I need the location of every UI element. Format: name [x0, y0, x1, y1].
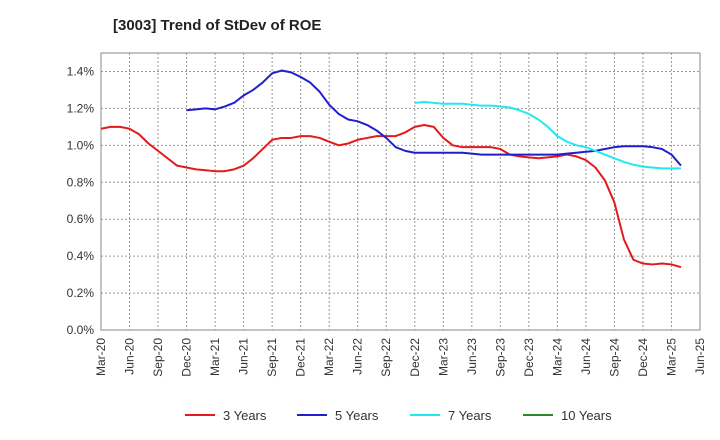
x-tick-label: Jun-22	[351, 338, 365, 375]
plot-area	[100, 52, 701, 331]
series-lines	[100, 69, 682, 269]
x-tick-label: Jun-25	[693, 338, 707, 375]
x-tick-label: Jun-20	[123, 338, 137, 375]
x-tick-label: Dec-20	[180, 338, 194, 377]
y-tick-label: 0.4%	[67, 249, 95, 263]
legend-label: 7 Years	[448, 408, 492, 423]
y-tick-label: 1.4%	[67, 64, 95, 78]
x-tick-label: Sep-21	[265, 338, 279, 377]
y-tick-label: 1.2%	[67, 101, 95, 115]
x-tick-label: Sep-22	[379, 338, 393, 377]
x-tick-label: Sep-24	[607, 338, 621, 377]
x-tick-label: Jun-21	[237, 338, 251, 375]
y-tick-label: 0.0%	[67, 323, 95, 337]
x-tick-label: Jun-23	[465, 338, 479, 375]
y-tick-label: 1.0%	[67, 138, 95, 152]
x-tick-label: Dec-23	[522, 338, 536, 377]
x-tick-label: Mar-25	[664, 338, 678, 376]
y-axis-ticks: 0.0% 0.2% 0.4% 0.6% 0.8% 1.0% 1.2% 1.4%	[67, 64, 95, 337]
x-tick-label: Mar-20	[94, 338, 108, 376]
y-tick-label: 0.8%	[67, 175, 95, 189]
x-tick-label: Dec-22	[408, 338, 422, 377]
x-tick-label: Dec-24	[636, 338, 650, 377]
x-tick-label: Dec-21	[294, 338, 308, 377]
x-tick-label: Sep-23	[493, 338, 507, 377]
x-tick-label: Sep-20	[151, 338, 165, 377]
x-tick-label: Mar-21	[208, 338, 222, 376]
x-tick-label: Mar-23	[436, 338, 450, 376]
series-line-3-years	[100, 124, 682, 269]
series-line-7-years	[414, 100, 681, 170]
x-tick-label: Jun-24	[579, 338, 593, 375]
x-tick-label: Mar-24	[550, 338, 564, 376]
y-tick-label: 0.6%	[67, 212, 95, 226]
legend-label: 5 Years	[335, 408, 379, 423]
y-tick-label: 0.2%	[67, 286, 95, 300]
x-tick-label: Mar-22	[322, 338, 336, 376]
legend: 3 Years 5 Years 7 Years 10 Years	[185, 408, 612, 423]
legend-label: 10 Years	[561, 408, 612, 423]
series-line-5-years	[186, 69, 682, 167]
legend-label: 3 Years	[223, 408, 267, 423]
x-axis-ticks: Mar-20 Jun-20 Sep-20 Dec-20 Mar-21 Jun-21 Sep-…	[94, 338, 707, 377]
chart-title: [3003] Trend of StDev of ROE	[113, 17, 321, 34]
